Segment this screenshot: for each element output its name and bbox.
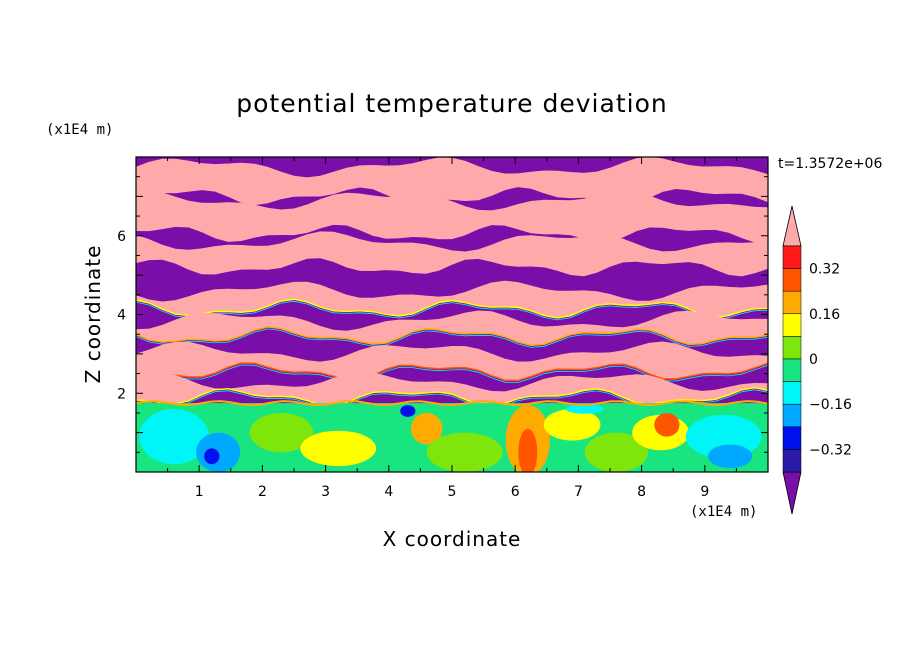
colorbar-box bbox=[782, 290, 802, 315]
lower-eddy-6 bbox=[350, 407, 415, 435]
colorbar-tick-label: −0.32 bbox=[809, 442, 852, 458]
x-axis-label: X coordinate bbox=[383, 527, 522, 551]
pink-layer-4 bbox=[136, 280, 768, 318]
layer-seam-5 bbox=[136, 326, 768, 347]
layer-seam-6 bbox=[136, 362, 768, 382]
lower-eddy-4 bbox=[249, 412, 313, 453]
colorbar-box bbox=[782, 336, 802, 360]
x-tick-label: 6 bbox=[511, 484, 520, 500]
y-unit-label: (x1E4 m) bbox=[46, 122, 113, 138]
colorbar-box bbox=[782, 313, 802, 337]
x-tick-label: 1 bbox=[195, 484, 204, 500]
colorbar-box bbox=[782, 403, 802, 428]
y-axis-ticks: 2 4 6 bbox=[117, 176, 768, 453]
lower-eddy-3 bbox=[204, 448, 220, 465]
layer-seam-cool-4 bbox=[136, 300, 768, 321]
lower-eddy-11 bbox=[543, 409, 601, 441]
x-unit-label: (x1E4 m) bbox=[690, 504, 757, 520]
x-tick-label: 3 bbox=[321, 484, 330, 500]
colorbar: 0.32 0.16 0 −0.16 −0.32 bbox=[782, 205, 852, 515]
lower-turbulent-field bbox=[136, 400, 768, 472]
lower-top-seam bbox=[136, 400, 768, 407]
colorbar-tick-label: −0.16 bbox=[809, 397, 852, 413]
chart-title: potential temperature deviation bbox=[236, 89, 667, 118]
layer-seam-7 bbox=[136, 386, 768, 408]
y-tick-label: 2 bbox=[117, 386, 126, 402]
lower-eddy-18 bbox=[565, 404, 604, 414]
y-axis-label: Z coordinate bbox=[81, 245, 105, 384]
colorbar-tick-label: 0.32 bbox=[809, 262, 840, 278]
y-tick-label: 6 bbox=[117, 229, 126, 245]
x-tick-label: 8 bbox=[637, 484, 646, 500]
x-tick-label: 2 bbox=[258, 484, 267, 500]
colorbar-extend-top bbox=[782, 205, 802, 247]
lower-eddy-17 bbox=[400, 405, 416, 417]
layer-seam-cool-5 bbox=[136, 328, 768, 348]
pink-layer-2 bbox=[136, 189, 768, 243]
upper-layer-bands bbox=[136, 157, 768, 409]
lower-eddy-7 bbox=[410, 412, 443, 445]
pink-layer-7 bbox=[136, 371, 768, 407]
x-axis-ticks: 1 2 3 4 5 6 7 8 9 bbox=[167, 157, 737, 500]
colorbar-tick-label: 0.16 bbox=[809, 307, 840, 323]
y-tick-label: 4 bbox=[117, 308, 126, 324]
lower-eddy-12 bbox=[584, 432, 648, 472]
lower-eddy-5 bbox=[300, 430, 377, 467]
lower-eddy-14 bbox=[654, 413, 680, 437]
lower-eddy-10 bbox=[518, 428, 538, 472]
colorbar-box bbox=[782, 381, 802, 405]
colorbar-box bbox=[782, 245, 802, 269]
layer-seam-4 bbox=[136, 298, 768, 319]
plot-area bbox=[136, 157, 768, 472]
pink-layer-3 bbox=[136, 231, 768, 277]
colorbar-extend-bottom bbox=[782, 471, 802, 515]
colorbar-tick-label: 0 bbox=[809, 352, 818, 368]
pink-layer-5 bbox=[136, 310, 768, 346]
pink-layer-6 bbox=[136, 341, 768, 381]
colorbar-box bbox=[782, 449, 802, 473]
x-tick-label: 9 bbox=[700, 484, 709, 500]
lower-eddy-16 bbox=[708, 444, 753, 469]
lower-eddy-1 bbox=[139, 409, 209, 465]
x-tick-label: 4 bbox=[384, 484, 393, 500]
colorbar-box bbox=[782, 358, 802, 382]
colorbar-box bbox=[782, 426, 802, 450]
time-label: t=1.3572e+06 bbox=[778, 156, 882, 172]
colorbar-box bbox=[782, 268, 802, 292]
x-tick-label: 5 bbox=[448, 484, 457, 500]
lower-eddy-8 bbox=[426, 432, 503, 472]
x-tick-label: 7 bbox=[574, 484, 583, 500]
